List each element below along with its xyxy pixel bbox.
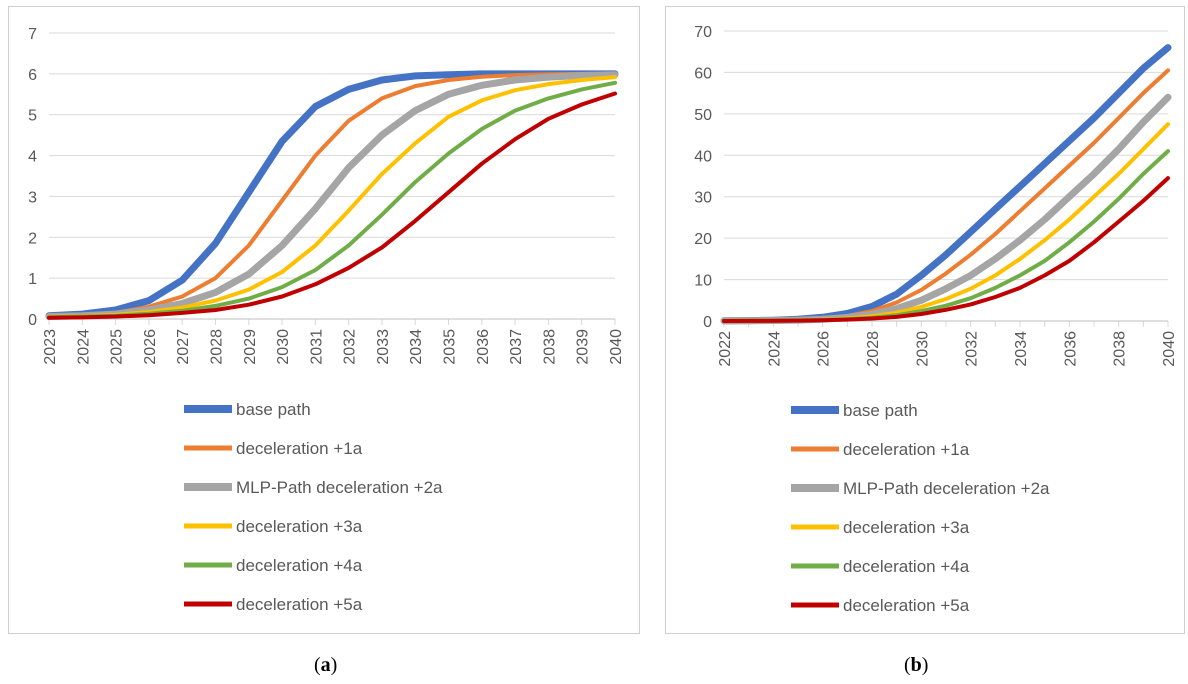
chart-panel-a: 0 1 2 3 4 5 6 7 2023 2024 2025 2026 2027 2028 2029 2030… [8,6,640,634]
b-y-tick-label: 10 [694,273,712,290]
a-legend-label: deceleration +5a [236,595,363,614]
b-x-tick-label: 2022 [717,331,734,367]
b-legend-label: MLP-Path deceleration +2a [843,479,1050,498]
a-x-tick-label: 2029 [242,329,259,365]
a-y-tick-label: 2 [28,230,37,247]
a-x-tick-label: 2023 [42,329,59,365]
a-y-tick-label: 3 [28,189,37,206]
a-y-tick-label: 1 [28,271,37,288]
a-legend-label: deceleration +3a [236,517,363,536]
b-x-tick-label: 2034 [1013,331,1030,367]
b-legend-label: base path [843,401,918,420]
a-x-tick-label: 2026 [142,329,159,365]
b-y-tick-label: 70 [694,24,712,41]
b-y-tick-label: 30 [694,190,712,207]
a-y-tick-label: 5 [28,108,37,125]
b-y-tick-label: 20 [694,231,712,248]
a-legend-label: MLP-Path deceleration +2a [236,478,443,497]
a-series-line-1 [45,70,619,320]
b-y-tick-label: 50 [694,107,712,124]
b-series-line-6 [722,176,1170,323]
b-x-tick-label: 2032 [964,331,981,367]
a-x-tick-label: 2030 [275,329,292,365]
a-y-tick-label: 7 [28,26,37,43]
b-legend-label: deceleration +1a [843,440,970,459]
b-x-tick-label: 2024 [766,331,783,367]
a-y-tick-label: 6 [28,67,37,84]
a-legend-label: deceleration +4a [236,556,363,575]
b-legend-label: deceleration +4a [843,557,970,576]
a-x-tick-label: 2027 [175,329,192,365]
b-x-tick-label: 2030 [914,331,931,367]
a-x-tick-label: 2040 [608,329,625,365]
b-x-tick-label: 2036 [1062,331,1079,367]
b-series-line-3 [720,93,1172,325]
b-y-tick-label: 60 [694,65,712,82]
a-x-tick-label: 2033 [375,329,392,365]
b-x-tick-label: 2040 [1161,331,1178,367]
b-x-tick-label: 2028 [865,331,882,367]
b-y-tick-label: 40 [694,148,712,165]
a-y-tick-label: 4 [28,149,37,166]
a-y-tick-label: 0 [28,312,37,329]
b-legend-label: deceleration +3a [843,518,970,537]
caption-b: (b) [904,654,929,676]
a-x-tick-label: 2031 [308,329,325,365]
a-x-tick-label: 2028 [208,329,225,365]
a-series-line-6 [47,91,617,320]
a-series-line-3 [45,71,619,320]
a-x-tick-label: 2032 [342,329,359,365]
a-x-tick-label: 2034 [408,329,425,365]
a-x-tick-label: 2037 [508,329,525,365]
a-legend-label: deceleration +1a [236,439,363,458]
a-series-line-2 [47,71,617,319]
a-x-tick-label: 2024 [75,329,92,365]
b-y-tick-label: 0 [703,314,712,331]
a-x-tick-label: 2025 [109,329,126,365]
b-legend-label: deceleration +5a [843,596,970,615]
a-series-line-5 [47,80,617,320]
a-x-tick-label: 2038 [541,329,558,365]
b-x-tick-label: 2026 [816,331,833,367]
a-series-line-4 [47,75,617,319]
chart-a-svg: 0 1 2 3 4 5 6 7 2023 2024 2025 2026 2027 2028 2029 2030… [28,26,625,614]
a-x-tick-label: 2035 [442,329,459,365]
a-x-tick-label: 2036 [475,329,492,365]
caption-a: (a) [314,654,338,676]
chart-panel-b: 0 10 20 30 40 50 60 70 2022 2024 2026 2028 2030 2032 2… [665,6,1185,634]
a-x-tick-label: 2039 [575,329,592,365]
b-x-tick-label: 2038 [1112,331,1129,367]
a-legend-label: base path [236,400,311,419]
